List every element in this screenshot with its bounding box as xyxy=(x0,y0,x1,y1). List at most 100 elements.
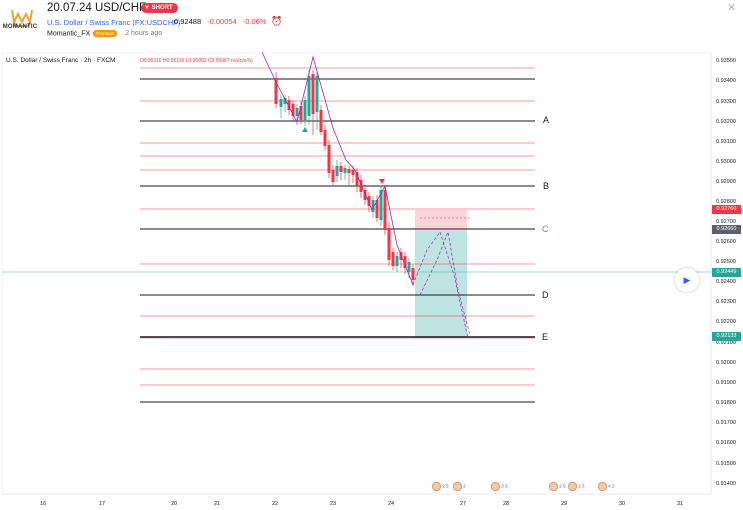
level-a-label: A xyxy=(543,115,549,125)
current-price-tag: 0.92449 xyxy=(712,268,741,277)
premium-badge: Premium xyxy=(93,30,118,37)
price-axis-label: 0.92900 xyxy=(716,179,736,185)
price-axis-label: 0.92400 xyxy=(716,279,736,285)
time-axis-label: 28 xyxy=(503,501,509,507)
zigzag-line xyxy=(261,52,414,286)
us-flag-icon xyxy=(568,482,577,491)
candle xyxy=(335,166,339,176)
price-axis-label: 0.93300 xyxy=(716,99,736,105)
price-axis-label: 0.92200 xyxy=(716,319,736,325)
price-axis-label: 0.91900 xyxy=(716,380,736,386)
time-axis-label: 20 xyxy=(171,501,177,507)
time-axis-label: 31 xyxy=(677,501,683,507)
candle xyxy=(383,190,387,230)
time-axis-label: 29 xyxy=(561,501,567,507)
price-axis-label: 0.92000 xyxy=(716,360,736,366)
candle xyxy=(403,256,407,268)
candle xyxy=(371,200,375,212)
event-count: 2 xyxy=(463,483,466,489)
candle xyxy=(367,196,371,206)
entry-price-tag: 0.92660 xyxy=(712,225,741,234)
us-flag-icon xyxy=(549,482,558,491)
candle xyxy=(303,100,307,120)
price-axis: 0.93500 0.93400 0.93300 0.93200 0.93100 … xyxy=(716,58,736,487)
price-axis-label: 0.91500 xyxy=(716,461,736,467)
candle xyxy=(343,168,347,173)
price-line: 0.92488 -0.00054 -0.06% xyxy=(174,17,267,26)
chart-frame xyxy=(1,52,712,495)
candle xyxy=(407,262,411,272)
candle xyxy=(295,108,299,116)
time-axis-label: 30 xyxy=(619,501,625,507)
time-axis-label: 21 xyxy=(214,501,220,507)
level-d-label: D xyxy=(542,290,549,300)
price-axis-label: 0.92500 xyxy=(716,259,736,265)
economic-event[interactable]: 4 2 xyxy=(598,482,615,491)
time-axis-label: 17 xyxy=(99,501,105,507)
fractal-up-marker xyxy=(302,127,308,132)
candle xyxy=(299,106,303,120)
price-chart[interactable]: A B C D E 0.93500 0.93400 0.93300 0.9320… xyxy=(0,52,743,510)
candle xyxy=(355,172,359,186)
price-change: -0.00054 xyxy=(207,17,237,26)
price-axis-label: 0.92700 xyxy=(716,219,736,225)
price-axis-label: 0.91700 xyxy=(716,420,736,426)
play-replay-button[interactable]: ▶ xyxy=(675,268,699,292)
candle xyxy=(395,256,399,266)
candle xyxy=(379,190,383,220)
candle xyxy=(291,104,295,116)
alarm-clock-icon[interactable]: ⏰ xyxy=(271,16,283,26)
price-change-pct: -0.06% xyxy=(242,17,267,26)
stop-zone xyxy=(415,210,467,231)
idea-title: 20.07.24 USD/CHF xyxy=(47,2,147,14)
price-axis-label: 0.91600 xyxy=(716,440,736,446)
price-axis-label: 0.93400 xyxy=(716,78,736,84)
logo-text: MOMANTIC xyxy=(2,24,38,30)
candle xyxy=(327,145,331,173)
candle xyxy=(347,169,351,173)
candle xyxy=(287,100,291,110)
price-axis-label: 0.92600 xyxy=(716,239,736,245)
level-c-label: C xyxy=(542,224,549,234)
event-count: 4 2 xyxy=(608,483,615,489)
price-axis-label: 0.92300 xyxy=(716,299,736,305)
chart-legend: U.S. Dollar / Swiss Franc · 2h · FXCM xyxy=(6,57,116,64)
candle xyxy=(411,268,415,280)
clock-event-icon xyxy=(598,482,607,491)
price-axis-label: 0.91400 xyxy=(716,481,736,487)
time-axis-label: 16 xyxy=(40,501,46,507)
economic-event[interactable]: 2 3 xyxy=(568,482,585,491)
publish-time: 2 hours ago xyxy=(125,30,163,38)
projection-path-2 xyxy=(419,230,471,336)
price-axis-label: 0.91800 xyxy=(716,400,736,406)
candle xyxy=(307,76,311,116)
short-badge-label: SHORT xyxy=(151,5,173,11)
price-axis-label: 0.93500 xyxy=(716,58,736,64)
us-flag-icon xyxy=(432,482,441,491)
close-icon[interactable]: ✕ xyxy=(727,2,737,14)
candlesticks xyxy=(274,70,415,286)
event-count: 3 3 xyxy=(501,483,508,489)
event-count: 2 5 xyxy=(559,483,566,489)
time-axis: 16 17 20 21 22 23 24 27 28 29 30 31 xyxy=(40,501,683,507)
price-axis-label: 0.93000 xyxy=(716,159,736,165)
event-count: 2 5 xyxy=(442,483,449,489)
economic-event[interactable]: 3 3 xyxy=(491,482,508,491)
candle xyxy=(323,130,327,146)
projection-path-1 xyxy=(412,231,469,339)
ohlc-values: O0.95110 H0.95116 L0.95052 C0.95067 n/a(… xyxy=(140,58,253,64)
economic-event[interactable]: 2 5 xyxy=(432,482,449,491)
candle xyxy=(319,110,323,132)
economic-event[interactable]: 2 xyxy=(453,482,466,491)
author-name[interactable]: Momantic_FX xyxy=(47,30,91,38)
candle xyxy=(331,170,335,182)
level-b-label: B xyxy=(543,181,549,191)
economic-event[interactable]: 2 5 xyxy=(549,482,566,491)
idea-header: MOMANTIC 20.07.24 USD/CHF ▼ SHORT U.S. D… xyxy=(0,0,743,44)
author-line: Momantic_FX Premium 2 hours ago xyxy=(47,30,162,37)
candle xyxy=(387,228,391,260)
time-axis-label: 23 xyxy=(330,501,336,507)
symbol-link[interactable]: U.S. Dollar / Swiss Franc (FX:USDCHF) xyxy=(47,18,181,27)
event-count: 2 3 xyxy=(578,483,585,489)
candle xyxy=(359,180,363,192)
